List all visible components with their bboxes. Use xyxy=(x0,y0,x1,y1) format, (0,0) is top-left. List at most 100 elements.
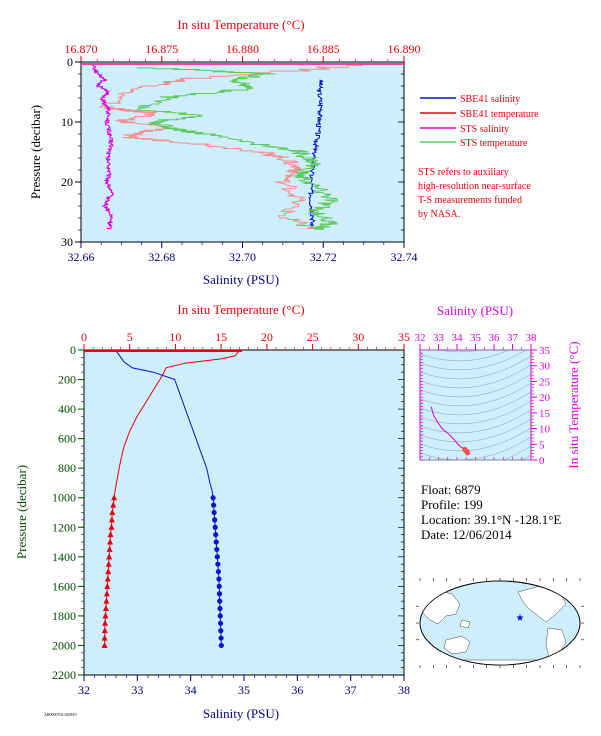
top-pressure-axis-tick-label: 0 xyxy=(67,55,73,69)
main-panel-plot-area xyxy=(83,349,405,676)
ts-salinity-axis-tick-label: 34 xyxy=(452,332,464,344)
legend-label: STS salinity xyxy=(460,124,509,135)
temperature-profile-line xyxy=(113,350,240,498)
top-panel-temperature-axis-title: In situ Temperature (°C) xyxy=(177,17,304,32)
top-panel: In situ Temperature (°C) 16.870 16.875 16.… xyxy=(28,17,539,287)
legend: SBE41 salinity SBE41 temperature STS sal… xyxy=(420,94,539,149)
main-temperature-axis-tick-label: 15 xyxy=(215,330,227,344)
ts-salinity-axis-tick-label: 37 xyxy=(507,332,519,344)
main-panel-axes: 0 5 10 15 20 25 30 35 32 33 34 35 36 37 38 0 200 400 600 80… xyxy=(52,330,410,697)
float-location-marker: ★ xyxy=(516,613,525,624)
top-pressure-axis-tick-label: 20 xyxy=(61,175,73,189)
main-panel-pressure-axis-title: Pressure (decibar) xyxy=(14,465,29,559)
main-panel-salinity-axis-title: Salinity (PSU) xyxy=(203,706,279,721)
main-temperature-axis-tick-label: 35 xyxy=(398,330,410,344)
density-contour xyxy=(419,382,532,407)
main-salinity-axis-tick-label: 38 xyxy=(398,683,410,697)
ts-diagram-axes: 32 33 34 35 36 37 38 0 5 10 15 20 25 30 35 xyxy=(415,332,551,467)
series-sbe41-temperature xyxy=(98,65,363,229)
salinity-point xyxy=(211,502,217,508)
main-pressure-axis-tick-label: 1200 xyxy=(52,520,76,534)
main-pressure-axis-tick-label: 1400 xyxy=(52,550,76,564)
top-pressure-axis-tick-label: 10 xyxy=(61,115,73,129)
salinity-point xyxy=(213,532,219,538)
ts-diagram-plot-area xyxy=(419,349,532,461)
salinity-point xyxy=(212,517,218,523)
map-graticule-ticks xyxy=(416,578,584,668)
main-temperature-axis-tick-label: 5 xyxy=(127,330,133,344)
salinity-point xyxy=(215,568,221,575)
main-panel-temperature-axis-title: In situ Temperature (°C) xyxy=(177,302,304,317)
temperature-point xyxy=(102,619,109,626)
top-panel-salinity-axis-title: Salinity (PSU) xyxy=(203,272,279,287)
top-panel-pressure-axis-title: Pressure (decibar) xyxy=(28,105,43,199)
main-salinity-axis-tick-label: 37 xyxy=(345,683,357,697)
temperature-point xyxy=(104,575,111,582)
temperature-point xyxy=(107,538,114,545)
density-contour xyxy=(419,418,532,443)
temperature-point xyxy=(102,605,109,612)
density-contour xyxy=(419,409,532,434)
salinity-point xyxy=(214,546,220,553)
main-pressure-axis-tick-label: 1800 xyxy=(52,609,76,623)
sts-note-line: T-S measurements funded xyxy=(418,195,522,206)
salinity-point xyxy=(217,605,223,612)
temperature-point xyxy=(106,553,113,560)
main-temperature-axis-tick-label: 0 xyxy=(81,330,87,344)
main-pressure-axis-tick-label: 2000 xyxy=(52,638,76,652)
main-pressure-axis-tick-label: 1000 xyxy=(52,491,76,505)
legend-item-sts-salinity: STS salinity xyxy=(420,124,509,135)
main-pressure-axis-tick-label: 600 xyxy=(58,432,76,446)
main-panel: In situ Temperature (°C) 0 5 10 15 20 25 30 35 3… xyxy=(14,302,410,721)
density-contour xyxy=(419,349,532,371)
ts-temperature-axis-tick-label: 20 xyxy=(539,392,551,404)
top-temperature-axis-tick-label: 16.870 xyxy=(65,42,98,56)
temperature-point xyxy=(105,560,112,567)
top-pressure-axis-tick-label: 30 xyxy=(61,235,73,249)
sts-note-line: high-resolution near-surface xyxy=(418,181,531,192)
main-salinity-axis-tick-label: 35 xyxy=(238,683,250,697)
temperature-point xyxy=(110,501,117,508)
temperature-point xyxy=(102,612,109,619)
sts-note: STS refers to auxiliary high-resolution … xyxy=(418,167,531,220)
main-pressure-axis-tick-label: 2200 xyxy=(52,668,76,682)
series-sbe41-salinity xyxy=(307,79,324,229)
salinity-point xyxy=(218,628,224,634)
density-contour xyxy=(419,400,532,425)
ts-temperature-axis-tick-label: 10 xyxy=(539,424,551,436)
temperature-point xyxy=(103,590,110,597)
density-contour xyxy=(419,355,532,380)
map-land-australia xyxy=(443,635,471,655)
footer-tag: AR0000702 020810 xyxy=(44,712,77,717)
salinity-point xyxy=(217,598,223,604)
sts-note-line: STS refers to auxiliary xyxy=(418,167,509,178)
top-panel-series xyxy=(81,63,404,230)
salinity-point xyxy=(211,509,217,516)
ts-temperature-axis-tick-label: 35 xyxy=(539,345,551,357)
ts-diagram-series xyxy=(430,406,471,456)
temperature-point xyxy=(106,545,113,552)
main-salinity-axis-tick-label: 32 xyxy=(78,683,90,697)
ts-salinity-axis-tick-label: 33 xyxy=(433,332,445,344)
map-land-south-america xyxy=(545,627,567,661)
ts-temperature-axis-tick-label: 30 xyxy=(539,361,551,373)
temperature-point xyxy=(101,641,108,648)
ts-diagram-temperature-axis-title: In situ Temperature (°C) xyxy=(566,341,581,468)
main-pressure-axis-tick-label: 200 xyxy=(58,373,76,387)
temperature-point xyxy=(107,531,114,538)
top-salinity-axis-tick-label: 32.72 xyxy=(310,250,337,264)
top-salinity-axis-tick-label: 32.68 xyxy=(148,250,175,264)
ts-salinity-axis-tick-label: 32 xyxy=(415,332,426,344)
world-map: ★ xyxy=(416,578,584,668)
salinity-point xyxy=(215,561,221,567)
legend-label: SBE41 temperature xyxy=(460,109,539,120)
map-land-islands xyxy=(459,619,471,629)
top-temperature-axis-tick-label: 16.885 xyxy=(307,42,340,56)
main-pressure-axis-tick-label: 800 xyxy=(58,461,76,475)
main-temperature-axis-tick-label: 30 xyxy=(352,330,364,344)
top-temperature-axis-tick-label: 16.890 xyxy=(388,42,421,56)
ts-salinity-axis-tick-label: 36 xyxy=(489,332,501,344)
salinity-point xyxy=(218,635,224,641)
float-info: Float: 6879 Profile: 199 Location: 39.1°… xyxy=(421,482,561,542)
